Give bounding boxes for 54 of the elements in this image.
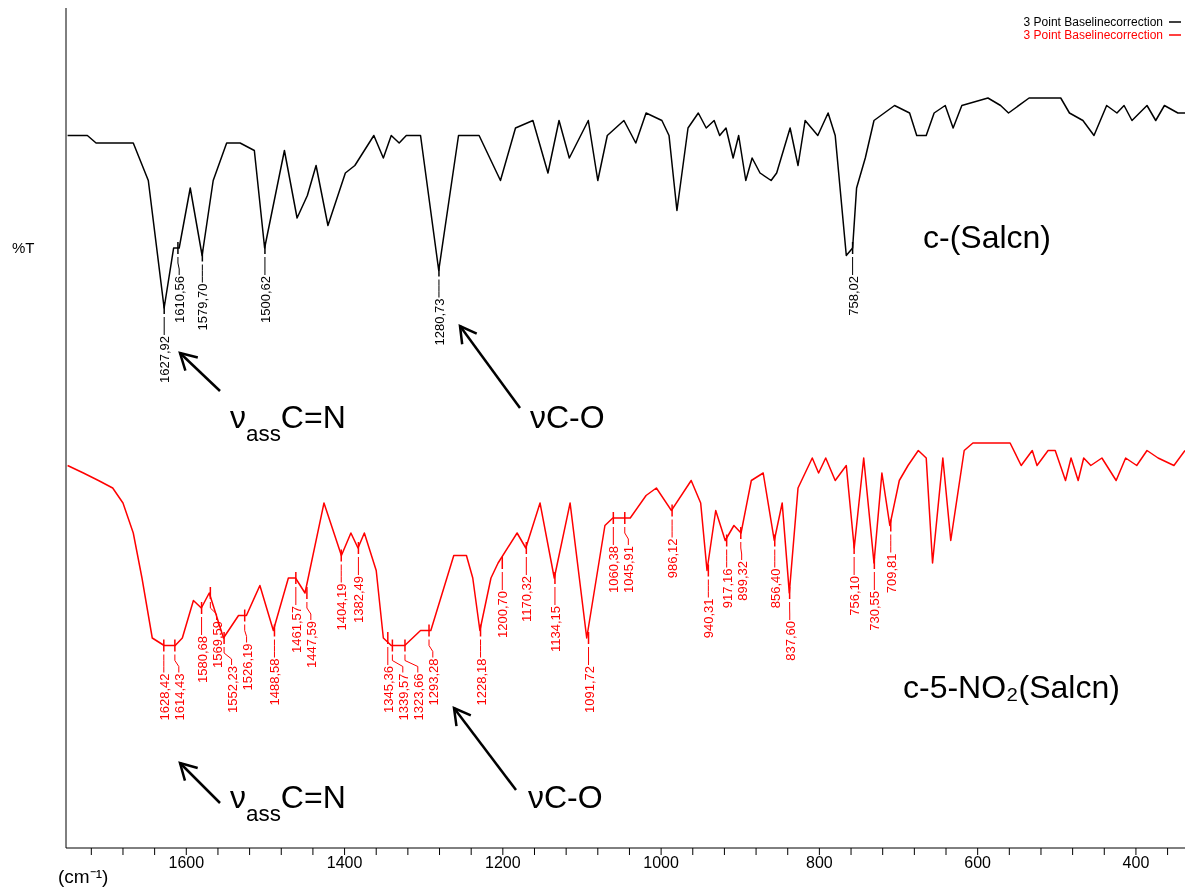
annotation: 1323,66 [410, 673, 426, 721]
legend-label: 3 Point Baselinecorrection [1023, 28, 1163, 42]
annotation: 1170,32 [519, 576, 535, 623]
annotation: 1200,70 [495, 591, 511, 638]
annotation: 1060,38 [606, 546, 622, 593]
x-tick-label: 1600 [168, 854, 205, 872]
x-tick-label: 800 [806, 854, 833, 872]
x-tick-label: 1400 [326, 854, 363, 872]
annotation: 709,81 [883, 553, 899, 594]
annotation: c-(Salcn) [923, 219, 1052, 255]
annotation: 1579,70 [195, 283, 211, 331]
annotation: 1526,19 [239, 643, 255, 691]
annotation: 730,55 [867, 591, 883, 631]
annotation: 1610,56 [172, 276, 188, 323]
x-tick-label: 1000 [643, 854, 680, 872]
annotation: 1091,72 [581, 666, 597, 713]
annotation: 986,12 [665, 538, 681, 579]
annotation: ν$_{ass}$C=N [230, 399, 346, 446]
annotation: 1345,36 [380, 666, 396, 713]
annotation: 1404,19 [334, 583, 350, 631]
annotation: 1628,42 [156, 673, 172, 721]
annotation: 940,31 [701, 598, 717, 639]
x-tick-label: 400 [1122, 854, 1150, 872]
annotation: 758,02 [845, 276, 861, 316]
annotation: 1627,92 [157, 336, 173, 383]
annotation: c-5-NO₂(Salcn) [903, 669, 1120, 705]
x-axis-title: (cm⁻¹) [58, 866, 109, 887]
annotation: 1045,91 [621, 546, 637, 593]
annotation: 756,10 [847, 576, 863, 616]
annotation: νC-O [530, 399, 605, 435]
annotation: 1280,73 [431, 298, 447, 346]
y-axis-title: %T [12, 239, 35, 256]
annotation: 917,16 [719, 568, 735, 609]
annotation: 899,32 [734, 561, 750, 601]
x-tick-label: 1200 [485, 854, 521, 872]
annotation: 1488,58 [267, 658, 283, 706]
legend-label: 3 Point Baselinecorrection [1023, 15, 1163, 29]
annotation: 1382,49 [351, 576, 367, 623]
annotation: νC-O [528, 779, 603, 815]
annotation: 1569,59 [209, 621, 225, 668]
annotation: 856,40 [767, 568, 783, 609]
annotation: 1134,15 [547, 606, 563, 653]
annotation: 1614,43 [171, 673, 187, 721]
annotation: 1339,57 [395, 673, 411, 721]
annotation: ν$_{ass}$C=N [230, 779, 346, 826]
annotation: 1293,28 [425, 658, 441, 706]
annotation: 1228,18 [473, 658, 489, 706]
annotation: 1580,68 [194, 636, 210, 683]
x-tick-label: 600 [964, 854, 992, 872]
annotation: 837,60 [782, 621, 798, 661]
annotation: 1552,23 [224, 666, 240, 713]
annotation: 1447,59 [303, 621, 319, 668]
annotation: 1500,62 [257, 276, 273, 323]
annotation: 1461,57 [288, 606, 304, 653]
